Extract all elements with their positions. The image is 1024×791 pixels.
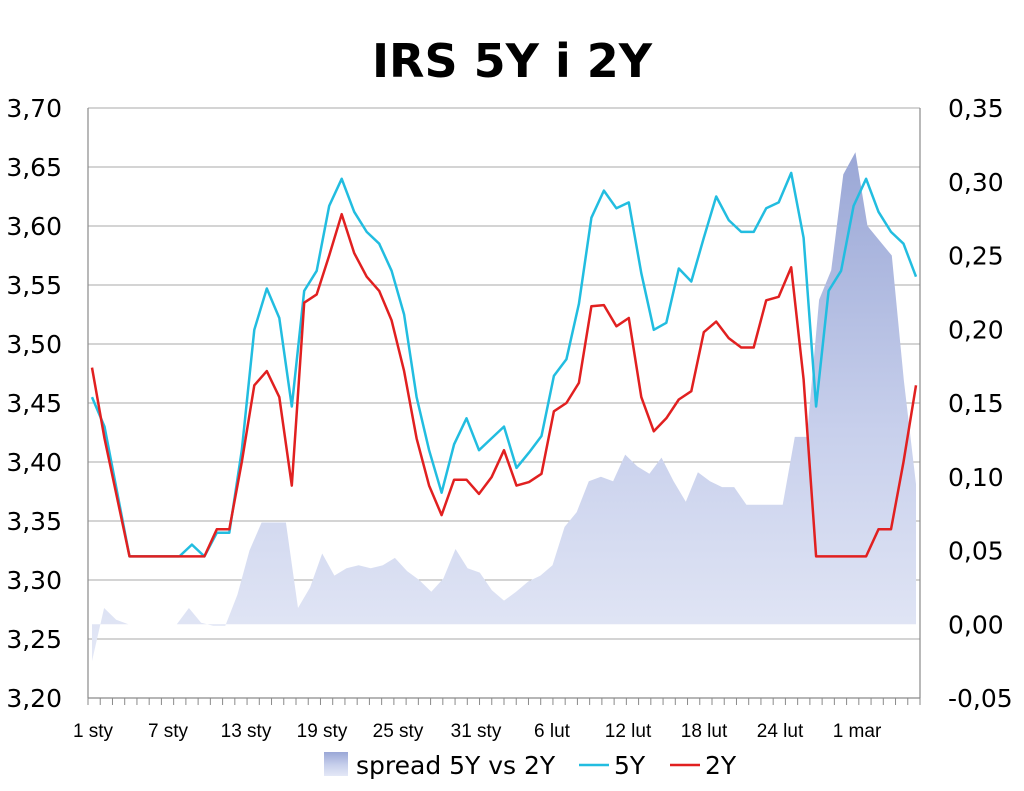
x-tick-label: 1 sty [73, 721, 114, 742]
y-right-tick-label: 0,25 [948, 242, 1004, 271]
y-right-tick-label: 0,05 [948, 537, 1004, 566]
y-left-tick-label: 3,55 [6, 271, 62, 300]
x-tick-label: 19 sty [297, 721, 348, 742]
legend: spread 5Y vs 2Y 5Y 2Y [324, 751, 737, 780]
chart-title: IRS 5Y i 2Y [372, 34, 653, 88]
y-left-tick-label: 3,70 [6, 94, 62, 123]
legend-swatch-spread [324, 752, 348, 776]
x-tick-label: 25 sty [373, 721, 424, 742]
line-series-layer [90, 171, 918, 558]
series-line-5y [90, 171, 918, 558]
spread-area-layer [92, 152, 916, 662]
y-right-tick-label: 0,00 [948, 610, 1004, 639]
x-tick-label: 31 sty [451, 721, 502, 742]
y-left-tick-label: 3,20 [6, 684, 62, 713]
axes: 3,20 3,25 3,30 3,35 3,40 3,45 3,50 3,55 3,60 3,65… [6, 94, 1012, 742]
y-left-tick-label: 3,50 [6, 330, 62, 359]
spread-area [92, 152, 916, 662]
y-right-tick-label: 0,35 [948, 94, 1004, 123]
x-tick-label: 1 mar [833, 721, 882, 742]
y-left-tick-label: 3,35 [6, 507, 62, 536]
y-left-tick-label: 3,65 [6, 153, 62, 182]
x-tick-label: 7 sty [148, 721, 189, 742]
y-left-tick-label: 3,25 [6, 625, 62, 654]
legend-label-5y: 5Y [614, 751, 646, 780]
y-right-tick-label: 0,10 [948, 463, 1004, 492]
x-tick-label: 6 lut [534, 721, 571, 742]
legend-label-2y: 2Y [705, 751, 737, 780]
y-left-tick-label: 3,40 [6, 448, 62, 477]
legend-label-spread: spread 5Y vs 2Y [356, 751, 556, 780]
y-right-tick-label: -0,05 [948, 684, 1013, 713]
x-tick-label: 12 lut [605, 721, 652, 742]
y-right-tick-label: 0,20 [948, 315, 1004, 344]
y-right-tick-label: 0,30 [948, 168, 1004, 197]
x-tick-label: 13 sty [221, 721, 272, 742]
y-left-tick-label: 3,30 [6, 566, 62, 595]
x-tick-label: 18 lut [681, 721, 728, 742]
y-left-tick-label: 3,60 [6, 212, 62, 241]
y-left-tick-label: 3,45 [6, 389, 62, 418]
x-tick-label: 24 lut [757, 721, 804, 742]
y-right-tick-label: 0,15 [948, 389, 1004, 418]
series-line-2y [90, 212, 918, 558]
gridlines [88, 107, 920, 699]
